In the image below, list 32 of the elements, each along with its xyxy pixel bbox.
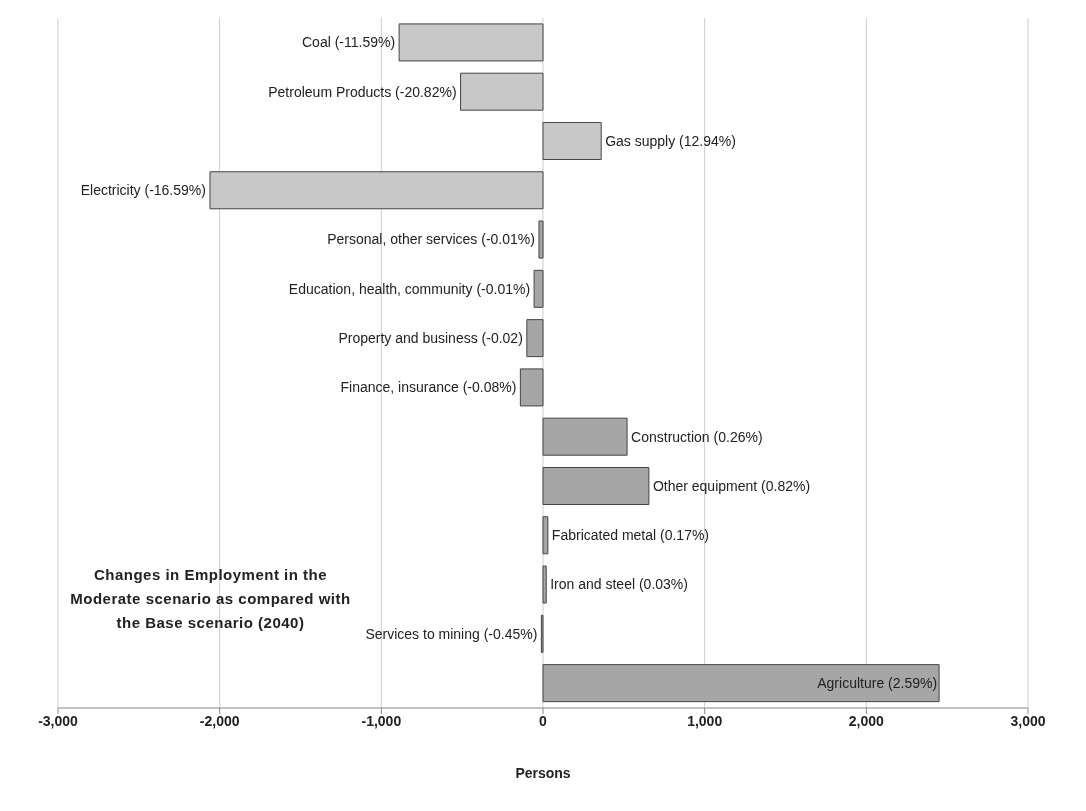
y-tick-label: Fabricated metal (0.17%) — [551, 527, 710, 544]
text: Changes in Employment in the Moderate scenario as compared with the Base scenario (2040) — [69, 565, 352, 633]
y-tick-label: Petroleum Products (-20.82%) — [268, 83, 457, 100]
bar — [542, 417, 628, 456]
y-tick-label: Property and business (-0.02) — [338, 330, 523, 347]
bar — [542, 516, 549, 555]
y-tick-label: Education, health, community (-0.01%) — [288, 280, 531, 297]
y-tick-label: Coal (-11.59%) — [301, 34, 396, 51]
x-axis-title: Persons — [515, 765, 571, 781]
x-tick-label: 0 — [539, 712, 548, 729]
x-tick-label: 1,000 — [687, 712, 723, 729]
y-tick-label: Personal, other services (-0.01%) — [327, 231, 535, 248]
bar — [542, 565, 547, 604]
y-tick-label: Electricity (-16.59%) — [80, 182, 206, 199]
y-tick-label: Agriculture (2.59%) — [817, 675, 938, 692]
bar — [519, 368, 544, 407]
x-tick-label: -3,000 — [38, 712, 79, 729]
bar — [538, 220, 544, 259]
x-tick-label: 2,000 — [848, 712, 885, 729]
bar — [542, 664, 940, 703]
y-tick-label: Finance, insurance (-0.08%) — [340, 379, 517, 396]
y-tick-label: Other equipment (0.82%) — [652, 477, 811, 494]
bar — [533, 269, 544, 308]
x-tick-label: -1,000 — [361, 712, 402, 729]
y-tick-label: Services to mining (-0.45%) — [365, 625, 538, 642]
y-tick-label: Construction (0.26%) — [631, 428, 763, 445]
y-tick-label: Gas supply (12.94%) — [605, 132, 736, 149]
bar — [526, 319, 544, 358]
y-tick-label: Iron and steel (0.03%) — [550, 576, 688, 593]
x-tick-label: -2,000 — [199, 712, 240, 729]
bar — [542, 466, 650, 505]
x-tick-label: 3,000 — [1010, 712, 1046, 729]
